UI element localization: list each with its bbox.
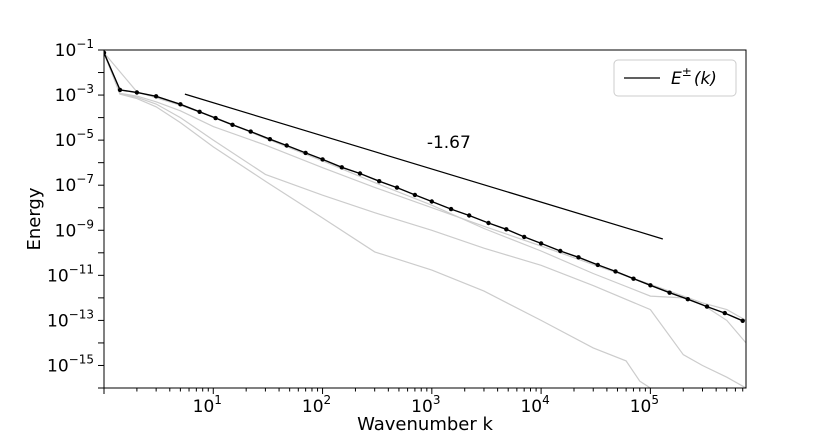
data-point: [303, 150, 308, 156]
y-tick-label: 10−3: [55, 82, 94, 106]
data-point: [153, 94, 159, 99]
series-line-1: [104, 52, 746, 321]
data-point: [339, 165, 344, 170]
data-point: [377, 179, 382, 184]
y-tick-label: 10−13: [47, 307, 94, 331]
data-point: [467, 213, 472, 218]
legend: E± (k): [613, 59, 737, 97]
data-point: [595, 262, 600, 268]
data-point: [213, 115, 218, 121]
y-tick-label: 10−9: [55, 217, 94, 241]
data-point: [197, 109, 202, 115]
legend-box: [613, 59, 737, 97]
data-point: [357, 171, 363, 176]
x-tick-label: 105: [630, 393, 659, 417]
series-line-3: [104, 52, 651, 388]
data-point: [648, 283, 653, 288]
data-point: [685, 297, 690, 302]
data-point: [740, 318, 745, 323]
data-point: [178, 102, 183, 107]
legend-entry-label: E± (k): [671, 65, 717, 89]
plot-area-frame: [103, 49, 747, 389]
series-line-2: [104, 52, 746, 388]
x-tick-label: 104: [520, 393, 549, 417]
data-point: [412, 192, 418, 198]
y-tick-label: 10−7: [55, 172, 94, 196]
fit-layer: -1.67: [184, 93, 664, 240]
data-point: [448, 206, 454, 212]
data-point: [267, 137, 273, 142]
x-axis-label: Wavenumber k: [357, 414, 493, 435]
x-tick-label: 103: [411, 393, 440, 417]
series-line-0: [104, 52, 743, 322]
x-tick-label: 102: [302, 393, 331, 417]
data-point: [631, 276, 636, 281]
data-point: [558, 248, 563, 254]
series-layer: [104, 50, 746, 388]
y-tick-label: 10−1: [55, 37, 94, 61]
data-point: [230, 122, 235, 128]
data-point: [104, 50, 107, 55]
data-point: [320, 157, 325, 162]
data-point: [538, 241, 544, 246]
y-axis-label: Energy: [24, 187, 45, 250]
data-point: [394, 185, 400, 190]
x-axis-ticks: 101 102 103 104 105: [103, 388, 744, 417]
x-tick-label: 101: [193, 393, 222, 417]
data-point: [722, 310, 727, 316]
y-tick-label: 10−11: [47, 262, 94, 286]
data-point: [486, 220, 491, 226]
data-point: [667, 290, 672, 295]
data-point: [704, 304, 710, 309]
fit-slope-label: -1.67: [427, 133, 471, 153]
data-point: [429, 199, 434, 204]
data-point: [284, 143, 289, 148]
data-point: [522, 234, 527, 240]
fit-slope-line: [184, 93, 664, 240]
data-point: [504, 227, 509, 232]
data-point: [576, 255, 581, 260]
y-axis-ticks: 10−1 10−3 10−5 10−7 10−9 10−11 10−13 10−15: [47, 37, 104, 389]
y-tick-label: 10−5: [55, 127, 94, 151]
data-point: [613, 269, 618, 274]
data-point: [248, 129, 253, 134]
data-point: [117, 87, 123, 93]
data-point: [134, 90, 140, 95]
y-tick-label: 10−15: [47, 352, 94, 376]
